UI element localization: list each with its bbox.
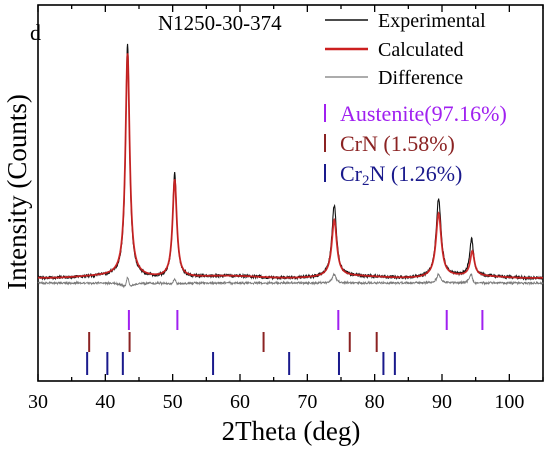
x-tick-label: 40 [95,391,115,413]
plot-frame [37,4,544,382]
legend-label-austenite: Austenite(97.16%) [340,101,507,126]
x-tick-label: 60 [230,391,250,413]
x-tick-label: 80 [365,391,385,413]
phase-marks-layer [86,310,484,375]
legend-label-crn: CrN (1.58%) [340,131,455,156]
x-axis-label: 2Theta (deg) [222,416,361,446]
x-tick-label: 90 [432,391,452,413]
x-axis-ticks: 30 40 50 60 70 80 90 100 [28,5,544,413]
calculated-trace [38,53,544,279]
legend-label-difference: Difference [378,67,463,89]
experimental-trace [37,43,544,282]
plot-area-border [37,4,544,382]
x-tick-label: 70 [297,391,317,413]
trace-layer [37,43,544,289]
difference-trace [37,272,544,289]
x-tick-label: 100 [494,391,524,413]
panel-label: d [30,20,41,45]
y-axis-label: Intensity (Counts) [2,94,32,290]
x-tick-label: 50 [163,391,183,413]
sample-label: N1250-30-374 [158,11,282,35]
x-tick-label: 30 [28,391,48,413]
legend-label-cr2n: Cr2N (1.26%) [340,161,462,189]
legend: Experimental Calculated Difference Austenit… [324,10,507,189]
legend-label-calculated: Calculated [378,39,464,61]
legend-label-experimental: Experimental [378,10,486,32]
